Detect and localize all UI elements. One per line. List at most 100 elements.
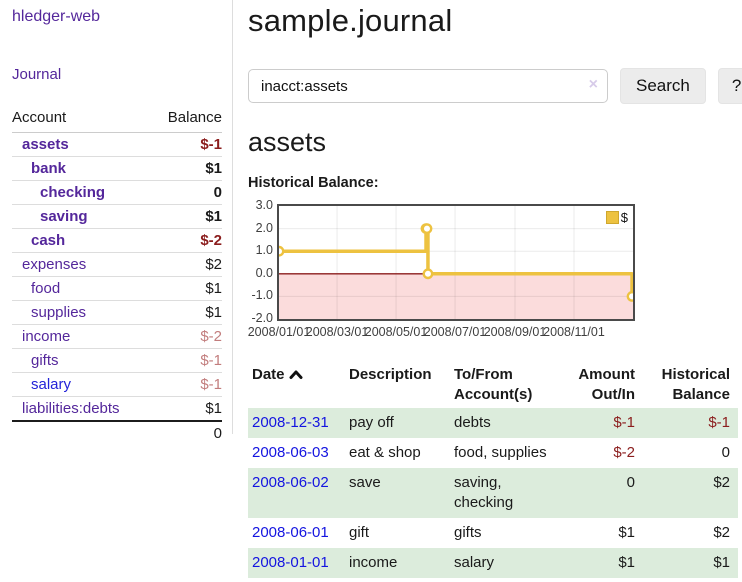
sidebar-account-link[interactable]: liabilities:debts xyxy=(22,400,120,417)
account-row: cash $-2 xyxy=(12,228,222,253)
account-row: saving $1 xyxy=(12,204,222,229)
register-amount: $-2 xyxy=(613,444,635,461)
x-tick-label: 2008/07/01 xyxy=(423,325,487,339)
register-date-link[interactable]: 2008-01-01 xyxy=(252,554,329,571)
sidebar-account-link[interactable]: income xyxy=(22,328,71,345)
account-balance: $1 xyxy=(151,396,222,421)
account-row: checking 0 xyxy=(12,180,222,205)
search-input[interactable] xyxy=(248,69,608,103)
sidebar-account-link[interactable]: cash xyxy=(31,232,66,249)
sidebar-account-link[interactable]: expenses xyxy=(22,256,87,273)
register-balance: $1 xyxy=(713,554,730,571)
sidebar-account-link[interactable]: supplies xyxy=(31,304,87,321)
register-date-link[interactable]: 2008-06-01 xyxy=(252,524,329,541)
register-row: 2008-06-02 save saving, checking 0 $2 xyxy=(248,468,738,518)
register-header-balance: Historical Balance xyxy=(661,366,730,403)
account-row: liabilities:debts $1 xyxy=(12,396,222,421)
account-row: bank $1 xyxy=(12,156,222,181)
x-tick-label: 2008/11/01 xyxy=(543,325,605,339)
help-button[interactable]: ? xyxy=(717,68,742,104)
x-tick-label: 2008/01/01 xyxy=(247,325,311,339)
register-date-link[interactable]: 2008-12-31 xyxy=(252,414,329,431)
account-title: assets xyxy=(248,127,327,157)
register-date-link[interactable]: 2008-06-02 xyxy=(252,474,329,491)
register-description: eat & shop xyxy=(349,444,421,461)
clear-search-icon[interactable]: × xyxy=(588,76,598,93)
chevron-up-icon xyxy=(289,366,303,386)
register-amount: 0 xyxy=(626,474,635,491)
account-row: expenses $2 xyxy=(12,252,222,277)
register-description: pay off xyxy=(349,414,394,431)
register-balance: $-1 xyxy=(708,414,730,431)
register-accounts: debts xyxy=(454,414,491,431)
register-balance: $2 xyxy=(713,524,730,541)
register-header-amount: Amount Out/In xyxy=(578,366,635,403)
register-accounts: food, supplies xyxy=(454,444,547,461)
account-balance: $1 xyxy=(151,156,222,181)
accounts-total-value: 0 xyxy=(151,420,222,445)
account-balance: $-2 xyxy=(151,228,222,253)
sidebar-account-link[interactable]: food xyxy=(31,280,61,297)
x-tick-label: 2008/03/01 xyxy=(305,325,369,339)
register-table: Date Description To/From Account(s) Amou… xyxy=(248,362,738,578)
sidebar-account-link[interactable]: assets xyxy=(22,136,69,153)
y-tick-label: 1.0 xyxy=(255,243,273,258)
register-row: 2008-12-31 pay off debts $-1 $-1 xyxy=(248,408,738,438)
account-balance: $-1 xyxy=(151,348,222,373)
legend-swatch-icon xyxy=(605,211,619,224)
account-balance: $2 xyxy=(151,252,222,277)
accounts-header-balance: Balance xyxy=(151,105,222,133)
account-balance: $-1 xyxy=(200,136,222,153)
register-amount: $-1 xyxy=(613,414,635,431)
legend-label: $ xyxy=(620,210,628,225)
y-tick-label: 2.0 xyxy=(255,220,273,235)
register-amount: $1 xyxy=(618,524,635,541)
brand-link[interactable]: hledger-web xyxy=(12,8,101,25)
historical-balance-chart: 3.0 2.0 1.0 0.0 -1.0 -2.0 $ 2008/01/01 2008/03… xyxy=(247,198,638,343)
register-date-link[interactable]: 2008-06-03 xyxy=(252,444,329,461)
sidebar-account-link[interactable]: bank xyxy=(31,160,67,177)
register-header-description: Description xyxy=(349,366,432,383)
search-button[interactable]: Search xyxy=(620,68,706,104)
account-balance: $1 xyxy=(151,300,222,325)
account-row: assets $-1 xyxy=(12,133,222,157)
y-tick-label: -1.0 xyxy=(251,288,273,303)
main-content: sample.journal × Search ? assets Histori… xyxy=(247,0,742,578)
register-description: income xyxy=(349,554,398,571)
account-row: income $-2 xyxy=(12,324,222,349)
accounts-table: Account Balance assets $-1 bank $1 check… xyxy=(12,105,222,445)
account-row: salary $-1 xyxy=(12,372,222,397)
sidebar-account-link[interactable]: checking xyxy=(40,184,106,201)
account-row: gifts $-1 xyxy=(12,348,222,373)
register-row: 2008-01-01 income salary $1 $1 xyxy=(248,548,738,578)
register-accounts: salary xyxy=(454,554,495,571)
register-header-accounts: To/From Account(s) xyxy=(454,366,533,403)
register-accounts: gifts xyxy=(454,524,482,541)
register-amount: $1 xyxy=(618,554,635,571)
account-row: supplies $1 xyxy=(12,300,222,325)
sidebar-account-link[interactable]: saving xyxy=(40,208,88,225)
page-title: sample.journal xyxy=(248,3,453,38)
y-tick-label: 0.0 xyxy=(255,265,273,280)
register-header-date[interactable]: Date xyxy=(248,362,345,408)
x-tick-label: 2008/05/01 xyxy=(364,325,428,339)
sidebar-account-link[interactable]: gifts xyxy=(31,352,59,369)
register-description: save xyxy=(349,474,381,491)
sidebar-account-link[interactable]: salary xyxy=(31,376,72,393)
register-description: gift xyxy=(349,524,370,541)
chart-canvas xyxy=(279,206,633,319)
account-balance: $1 xyxy=(151,276,222,301)
account-balance: $1 xyxy=(151,204,222,229)
register-row: 2008-06-03 eat & shop food, supplies $-2… xyxy=(248,438,738,468)
sidebar: hledger-web Journal Account Balance asse… xyxy=(0,0,233,445)
search-form: × Search ? xyxy=(248,68,742,104)
y-tick-label: 3.0 xyxy=(255,198,273,212)
account-balance: 0 xyxy=(151,180,222,205)
nav-journal-link[interactable]: Journal xyxy=(12,66,62,83)
account-row: food $1 xyxy=(12,276,222,301)
account-balance: $-1 xyxy=(151,372,222,397)
chart-plot-area[interactable]: $ xyxy=(277,204,635,321)
chart-title: Historical Balance: xyxy=(248,175,379,191)
register-accounts: saving, checking xyxy=(454,474,514,511)
y-tick-label: -2.0 xyxy=(251,311,273,325)
